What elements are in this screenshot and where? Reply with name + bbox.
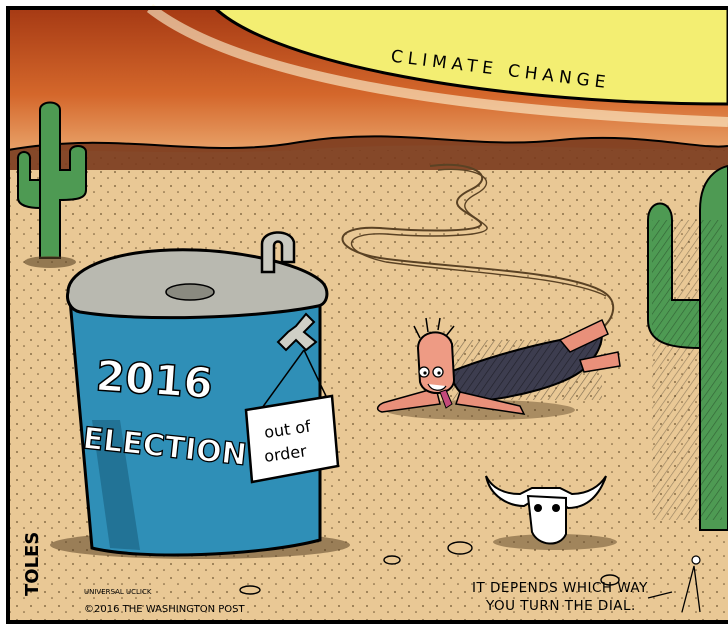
panel-border xyxy=(6,6,728,624)
signature-copyright: ©2016 THE WASHINGTON POST xyxy=(84,604,246,615)
left-cactus xyxy=(17,101,87,268)
cow-skull xyxy=(485,475,617,550)
right-cactus xyxy=(647,164,728,531)
desert-rocks xyxy=(239,541,620,595)
signature-syndicate: UNIVERSAL UCLICK xyxy=(84,588,152,596)
artist-signature: TOLES UNIVERSAL UCLICK ©2016 THE WASHING… xyxy=(22,532,246,615)
caption-line1: IT DEPENDS WHICH WAY xyxy=(472,580,648,596)
crawling-man xyxy=(376,317,621,420)
water-fountain: 2016 ELECTION out of order xyxy=(50,231,350,559)
out-of-order-sign: out of order xyxy=(244,349,340,484)
sun xyxy=(211,6,728,106)
small-corner-figure xyxy=(681,555,701,613)
caption-line2: YOU TURN THE DIAL. xyxy=(485,598,636,614)
fountain-year-label: 2016 xyxy=(94,351,214,408)
dial-knob xyxy=(276,312,318,352)
crawl-trail xyxy=(341,163,615,331)
signature-name: TOLES xyxy=(22,532,43,596)
